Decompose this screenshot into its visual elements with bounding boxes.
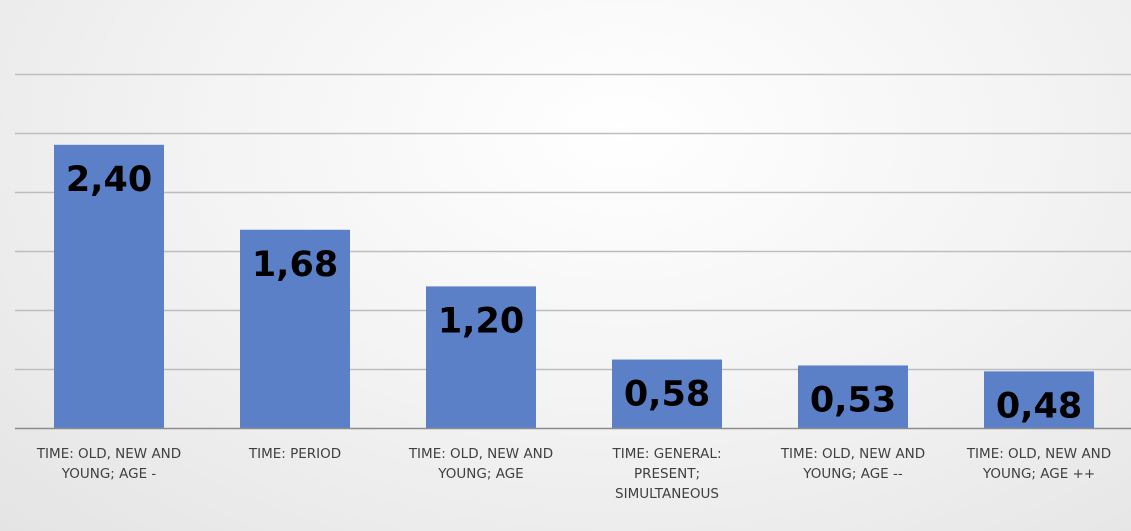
category-labels: TIME: OLD, NEW AND YOUNG; AGE - TIME: PERI… [36, 446, 1111, 502]
data-label: 0,58 [624, 375, 710, 415]
data-label: 0,48 [996, 386, 1082, 426]
data-labels: 2,40 1,68 1,20 0,58 0,53 0,48 [66, 160, 1082, 427]
category-label: TIME: OLD, NEW AND YOUNG; AGE -- [780, 446, 925, 482]
bar [798, 365, 908, 428]
data-label: 1,20 [438, 301, 524, 341]
bar [54, 144, 164, 429]
data-label: 2,40 [66, 160, 152, 200]
category-label: TIME: PERIOD [248, 446, 341, 462]
category-label: TIME: OLD, NEW AND YOUNG; AGE [408, 446, 553, 482]
data-label: 0,53 [810, 380, 896, 420]
bar [426, 286, 536, 428]
category-label: TIME: GENERAL: PRESENT; SIMULTANEOUS [611, 446, 721, 502]
bar [612, 359, 722, 428]
category-label: TIME: OLD, NEW AND YOUNG; AGE ++ [966, 446, 1111, 482]
category-label: TIME: OLD, NEW AND YOUNG; AGE - [36, 446, 181, 482]
data-label: 1,68 [252, 245, 338, 285]
bar [984, 371, 1094, 428]
bars [54, 144, 1094, 429]
bar [240, 229, 350, 428]
gridlines [15, 73, 1131, 371]
